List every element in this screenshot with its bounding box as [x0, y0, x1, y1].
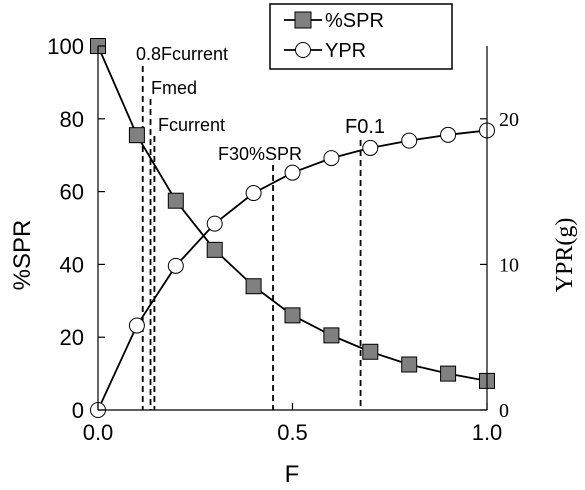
data-point-spr [440, 365, 457, 382]
data-point-ypr [440, 126, 457, 143]
data-point-ypr [128, 317, 145, 334]
data-point-spr [167, 192, 184, 209]
data-point-ypr [284, 164, 301, 181]
annotation-fmed: Fmed [151, 78, 197, 98]
series-markers [90, 38, 495, 418]
annotation-f30spr: F30%SPR [218, 144, 302, 164]
y-tick-label-left: 60 [60, 180, 84, 205]
tick-labels: 0 20 40 60 80 100 0 10 20 0.0 0.5 1.0 [47, 34, 519, 445]
x-tick-label: 0.5 [277, 420, 308, 445]
y-tick-label-right: 0 [499, 400, 509, 422]
series-lines [97, 45, 488, 411]
data-point-ypr [206, 215, 223, 232]
data-point-ypr [245, 185, 262, 202]
y-axis-label-right: YPR(g) [552, 218, 578, 293]
y-tick-label-left: 40 [60, 252, 84, 277]
data-point-spr [362, 343, 379, 360]
y-tick-label-left: 80 [60, 107, 84, 132]
y-tick-label-right: 10 [499, 254, 519, 276]
legend-label-spr: %SPR [325, 10, 384, 32]
y-tick-label-right: 20 [499, 109, 519, 131]
y-tick-label-left: 20 [60, 325, 84, 350]
x-tick-label: 1.0 [472, 420, 503, 445]
data-point-spr [245, 278, 262, 295]
annotation-0.8fcurrent: 0.8Fcurrent [136, 44, 228, 64]
reference-lines [141, 66, 362, 410]
data-point-spr [206, 241, 223, 258]
data-point-spr [401, 356, 418, 373]
y-tick-label-left: 0 [72, 398, 84, 423]
data-point-ypr [362, 139, 379, 156]
data-point-ypr [167, 257, 184, 274]
reference-annotations: 0.8Fcurrent Fmed Fcurrent F30%SPR F0.1 [136, 44, 385, 164]
legend-marker-ypr [295, 42, 311, 58]
legend-marker-spr [294, 11, 312, 29]
x-axis-label: F [285, 461, 300, 488]
annotation-f0.1: F0.1 [345, 116, 385, 138]
data-point-ypr [323, 150, 340, 167]
y-axis-label-left: %SPR [9, 220, 36, 291]
legend-label-ypr: YPR [325, 40, 366, 62]
data-point-ypr [401, 132, 418, 149]
data-point-spr [284, 307, 301, 324]
data-point-spr [128, 127, 145, 144]
annotation-fcurrent: Fcurrent [158, 115, 225, 135]
axes [97, 45, 488, 411]
y-tick-label-left: 100 [47, 34, 84, 59]
legend: %SPR YPR [269, 3, 453, 70]
x-tick-label: 0.0 [83, 420, 114, 445]
data-point-spr [323, 327, 340, 344]
